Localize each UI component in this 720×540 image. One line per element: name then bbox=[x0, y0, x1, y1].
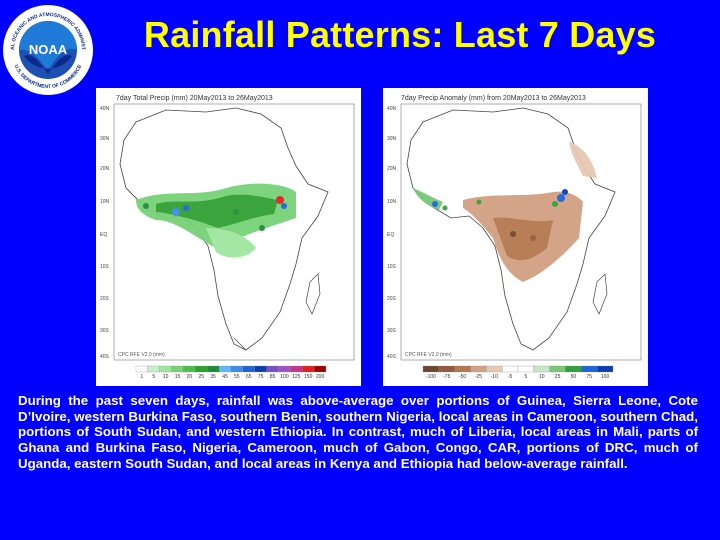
map-legend: 1 5 10 15 20 25 35 45 55 65 75 85 100 125 150 200 bbox=[135, 365, 327, 380]
legend-tick-label: 75 bbox=[258, 374, 264, 380]
legend-swatch bbox=[486, 365, 503, 373]
legend-tick-label: 25 bbox=[199, 374, 205, 380]
legend-swatch bbox=[533, 365, 550, 373]
map-credit: CPC RFE V2.0 (mm) bbox=[118, 352, 165, 358]
legend-tick-label: -25 bbox=[475, 374, 482, 380]
lat-label: 40S bbox=[100, 354, 110, 360]
legend-tick-label: 150 bbox=[304, 374, 313, 380]
legend-swatch bbox=[565, 365, 582, 373]
legend-swatch bbox=[454, 365, 471, 373]
rainfall-band bbox=[136, 183, 296, 258]
legend-tick-label: 100 bbox=[601, 374, 610, 380]
summary-paragraph: During the past seven days, rainfall was… bbox=[18, 393, 698, 471]
total-precip-map-svg: 7day Total Precip (mm) 20May2013 to 26Ma… bbox=[100, 95, 355, 380]
legend-swatch bbox=[218, 365, 232, 373]
legend-swatch bbox=[290, 365, 303, 373]
legend-tick-label: 55 bbox=[234, 374, 240, 380]
legend-tick-label: 200 bbox=[316, 374, 325, 380]
legend-swatch bbox=[438, 365, 455, 373]
legend-swatch bbox=[517, 365, 534, 373]
legend-swatch bbox=[195, 365, 208, 373]
legend-swatch bbox=[470, 365, 487, 373]
lat-label: 10S bbox=[100, 264, 110, 270]
legend-swatch bbox=[207, 365, 220, 373]
legend-tick-label: -75 bbox=[443, 374, 450, 380]
legend-tick-label: 100 bbox=[280, 374, 289, 380]
noaa-logo: NOAA NATIONAL OCEANIC AND ATMOSPHERIC AD… bbox=[0, 0, 94, 96]
legend-tick-label: 25 bbox=[555, 374, 561, 380]
lat-labels: 40N 30N 20N 10N EQ 10S 20S 30S 40S bbox=[100, 106, 110, 360]
lat-label: 40S bbox=[387, 354, 397, 360]
lat-label: 40N bbox=[100, 106, 110, 112]
legend-tick-label: 10 bbox=[163, 374, 169, 380]
legend-swatch bbox=[502, 365, 519, 373]
legend-tick-label: 5 bbox=[525, 374, 528, 380]
legend-swatch bbox=[254, 365, 267, 373]
lat-label: 30N bbox=[387, 136, 397, 142]
legend-tick-label: 20 bbox=[187, 374, 193, 380]
legend-swatch bbox=[147, 365, 160, 373]
legend-swatch bbox=[597, 365, 614, 373]
legend-tick-label: 85 bbox=[270, 374, 276, 380]
legend-swatch bbox=[159, 365, 172, 373]
legend-tick-label: 10 bbox=[539, 374, 545, 380]
legend-swatch bbox=[581, 365, 598, 373]
map-legend: -100 -75 -50 -25 -10 -5 5 10 25 50 75 100 bbox=[422, 365, 614, 380]
lat-label: 20S bbox=[387, 296, 397, 302]
legend-tick-label: 35 bbox=[210, 374, 216, 380]
lat-label: 20N bbox=[387, 166, 397, 172]
lat-label: 40N bbox=[387, 106, 397, 112]
precip-anomaly-map-svg: 7day Precip Anomaly (mm) from 20May2013 … bbox=[387, 95, 642, 380]
legend-tick-label: 75 bbox=[586, 374, 592, 380]
lat-label: 10S bbox=[387, 264, 397, 270]
legend-swatch bbox=[313, 365, 327, 373]
lat-label: EQ bbox=[387, 232, 394, 238]
legend-swatch bbox=[549, 365, 566, 373]
map-title: 7day Total Precip (mm) 20May2013 to 26Ma… bbox=[116, 95, 273, 102]
legend-swatch bbox=[171, 365, 184, 373]
legend-swatch bbox=[230, 365, 244, 373]
total-precip-map: 7day Total Precip (mm) 20May2013 to 26Ma… bbox=[96, 88, 361, 386]
madagascar-outline bbox=[305, 273, 321, 315]
precip-anomaly-map: 7day Precip Anomaly (mm) from 20May2013 … bbox=[383, 88, 648, 386]
legend-tick-label: 45 bbox=[222, 374, 228, 380]
lat-label: EQ bbox=[100, 232, 107, 238]
map-credit: CPC RFE V2.0 (mm) bbox=[405, 352, 452, 358]
lat-label: 10N bbox=[100, 199, 110, 205]
legend-swatch bbox=[242, 365, 255, 373]
legend-swatch bbox=[135, 365, 149, 373]
legend-tick-label: -10 bbox=[491, 374, 498, 380]
page-title: Rainfall Patterns: Last 7 Days bbox=[143, 14, 657, 55]
legend-swatch bbox=[422, 365, 439, 373]
legend-tick-label: 65 bbox=[246, 374, 252, 380]
legend-tick-label: -100 bbox=[426, 374, 436, 380]
lat-label: 30N bbox=[100, 136, 110, 142]
lat-label: 30S bbox=[387, 328, 397, 334]
legend-tick-label: 1 bbox=[141, 374, 144, 380]
legend-tick-label: 50 bbox=[571, 374, 577, 380]
legend-swatch bbox=[183, 365, 196, 373]
logo-center-text: NOAA bbox=[29, 42, 68, 57]
legend-tick-label: 125 bbox=[292, 374, 301, 380]
madagascar-outline bbox=[592, 273, 608, 315]
anomaly-field bbox=[413, 142, 597, 282]
lat-label: 20N bbox=[100, 166, 110, 172]
legend-swatch bbox=[302, 365, 315, 373]
legend-swatch bbox=[266, 365, 279, 373]
legend-swatch bbox=[278, 365, 291, 373]
map-title: 7day Precip Anomaly (mm) from 20May2013 … bbox=[401, 95, 586, 102]
legend-tick-label: 5 bbox=[152, 374, 155, 380]
lat-label: 20S bbox=[100, 296, 110, 302]
legend-tick-label: 15 bbox=[175, 374, 181, 380]
lat-label: 30S bbox=[100, 328, 110, 334]
lat-labels: 40N 30N 20N 10N EQ 10S 20S 30S 40S bbox=[387, 106, 397, 360]
legend-tick-label: -5 bbox=[508, 374, 513, 380]
legend-tick-label: -50 bbox=[459, 374, 466, 380]
lat-label: 10N bbox=[387, 199, 397, 205]
